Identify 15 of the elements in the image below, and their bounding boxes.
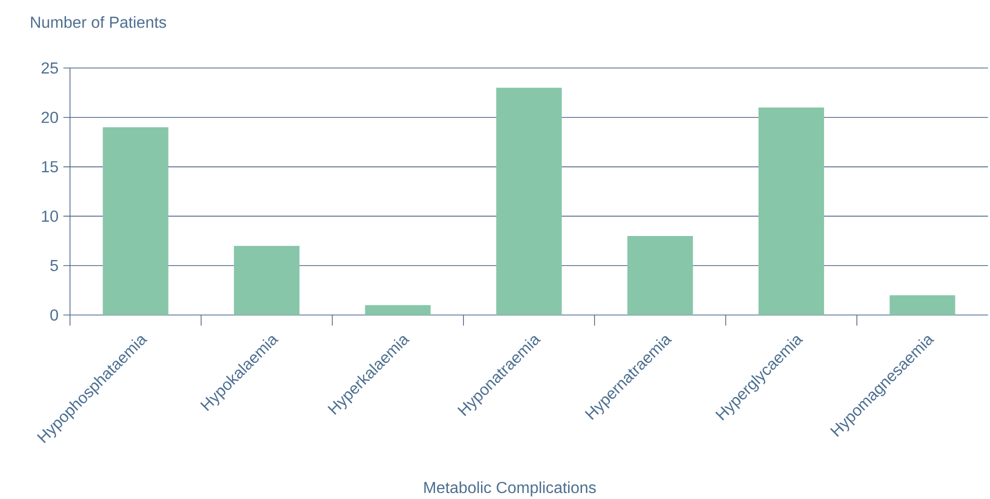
bar [234,246,300,315]
bar [627,236,693,315]
bar [365,305,431,315]
y-tick-label: 10 [42,210,58,222]
y-axis-title: Number of Patients [31,16,166,28]
bar [102,127,168,315]
y-tick-label: 15 [42,161,58,172]
y-tick-label: 20 [42,112,58,124]
bar [890,295,956,315]
y-tick-label: 5 [50,260,58,272]
bar [496,88,562,315]
y-tick-label: 25 [42,62,58,74]
bar [758,108,824,315]
y-tick-label: 0 [50,309,58,321]
x-axis-title: Metabolic Complications [424,481,596,496]
